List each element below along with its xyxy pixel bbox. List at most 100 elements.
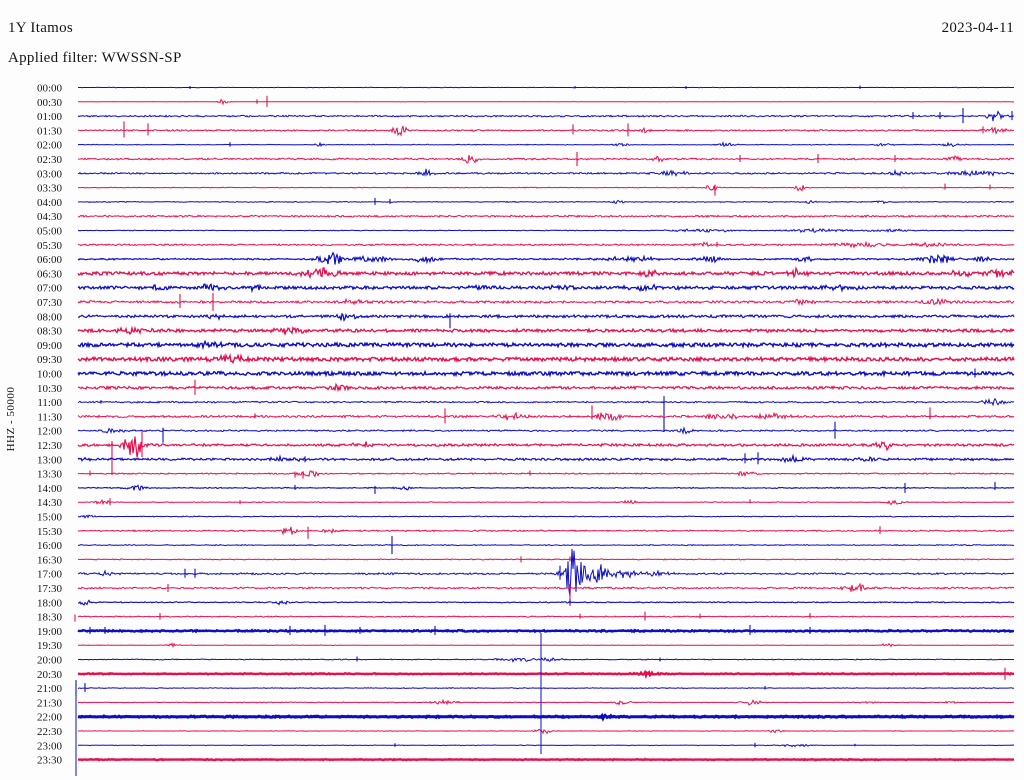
trace-13:30 xyxy=(77,470,1015,478)
time-label-09:00: 09:00 xyxy=(37,340,63,352)
trace-09:30 xyxy=(77,353,1015,364)
time-label-13:00: 13:00 xyxy=(37,454,63,466)
time-label-05:00: 05:00 xyxy=(37,226,63,238)
trace-03:30 xyxy=(78,185,1014,192)
time-label-00:30: 00:30 xyxy=(37,97,63,109)
time-label-19:00: 19:00 xyxy=(37,626,63,638)
trace-05:30 xyxy=(77,240,1015,249)
time-label-14:30: 14:30 xyxy=(37,497,63,509)
time-label-12:00: 12:00 xyxy=(37,426,63,438)
trace-02:00 xyxy=(77,141,1015,148)
time-label-22:00: 22:00 xyxy=(37,712,63,724)
trace-11:00 xyxy=(77,397,1015,407)
trace-16:30 xyxy=(78,558,1015,561)
time-label-21:00: 21:00 xyxy=(37,683,63,695)
trace-11:30 xyxy=(77,411,1015,422)
time-label-04:30: 04:30 xyxy=(37,211,63,223)
trace-15:30 xyxy=(77,526,1015,536)
trace-12:00 xyxy=(77,426,1015,435)
time-label-17:00: 17:00 xyxy=(37,569,63,581)
trace-01:30 xyxy=(77,125,1015,137)
trace-18:30 xyxy=(77,615,1014,618)
trace-03:00 xyxy=(77,168,1015,177)
trace-10:00 xyxy=(77,369,1015,378)
time-label-20:00: 20:00 xyxy=(37,655,63,667)
time-label-10:00: 10:00 xyxy=(37,369,63,381)
time-label-01:00: 01:00 xyxy=(37,111,63,123)
trace-23:00 xyxy=(78,743,1015,748)
time-label-17:30: 17:30 xyxy=(37,583,63,595)
time-label-02:30: 02:30 xyxy=(37,154,63,166)
trace-04:00 xyxy=(77,199,1015,205)
trace-17:30 xyxy=(77,582,1015,592)
time-label-16:00: 16:00 xyxy=(37,540,63,552)
time-label-23:00: 23:00 xyxy=(37,740,63,752)
time-label-16:30: 16:30 xyxy=(37,554,63,566)
applied-filter-label: Applied filter: WWSSN-SP xyxy=(8,50,182,66)
time-label-10:30: 10:30 xyxy=(37,383,63,395)
trace-22:00 xyxy=(77,712,1015,722)
time-label-07:00: 07:00 xyxy=(37,283,63,295)
time-label-07:30: 07:30 xyxy=(37,297,63,309)
time-label-15:30: 15:30 xyxy=(37,526,63,538)
trace-22:30 xyxy=(78,728,1014,735)
trace-16:00 xyxy=(78,543,1015,547)
time-label-21:30: 21:30 xyxy=(37,697,63,709)
trace-00:00 xyxy=(78,86,1014,89)
trace-20:00 xyxy=(78,657,1014,663)
trace-00:30 xyxy=(78,98,1014,106)
trace-17:00 xyxy=(77,548,1015,597)
time-label-22:30: 22:30 xyxy=(37,726,63,738)
trace-08:00 xyxy=(77,312,1015,322)
time-label-06:30: 06:30 xyxy=(37,268,63,280)
trace-04:30 xyxy=(77,214,1015,219)
time-label-00:00: 00:00 xyxy=(37,83,63,95)
trace-07:30 xyxy=(77,297,1015,307)
time-label-15:00: 15:00 xyxy=(37,512,63,524)
time-label-04:00: 04:00 xyxy=(37,197,63,209)
trace-19:30 xyxy=(78,642,1014,649)
trace-15:00 xyxy=(77,514,1015,519)
trace-18:00 xyxy=(78,599,1015,606)
time-label-05:30: 05:30 xyxy=(37,240,63,252)
trace-09:00 xyxy=(77,339,1015,351)
time-label-03:00: 03:00 xyxy=(37,168,63,180)
time-label-20:30: 20:30 xyxy=(37,669,63,681)
trace-13:00 xyxy=(77,453,1015,464)
time-label-19:30: 19:30 xyxy=(37,640,63,652)
trace-14:30 xyxy=(77,498,1014,506)
time-label-02:00: 02:00 xyxy=(37,140,63,152)
trace-10:30 xyxy=(77,382,1015,393)
time-label-14:00: 14:00 xyxy=(37,483,63,495)
station-title: 1Y Itamos xyxy=(8,20,74,36)
trace-02:30 xyxy=(77,154,1015,164)
trace-01:00 xyxy=(77,110,1015,122)
time-label-01:30: 01:30 xyxy=(37,125,63,137)
trace-08:30 xyxy=(77,325,1015,336)
trace-20:30 xyxy=(78,669,1014,679)
time-label-11:30: 11:30 xyxy=(37,411,62,423)
time-label-06:00: 06:00 xyxy=(37,254,63,266)
trace-21:30 xyxy=(77,698,1015,706)
time-label-08:30: 08:30 xyxy=(37,326,63,338)
trace-06:00 xyxy=(77,251,1015,265)
trace-14:00 xyxy=(77,484,1015,492)
trace-21:00 xyxy=(77,687,1015,690)
date-label: 2023-04-11 xyxy=(941,20,1014,36)
time-label-09:30: 09:30 xyxy=(37,354,63,366)
time-label-18:00: 18:00 xyxy=(37,597,63,609)
time-label-08:00: 08:00 xyxy=(37,311,63,323)
time-label-13:30: 13:30 xyxy=(37,469,63,481)
time-label-12:30: 12:30 xyxy=(37,440,63,452)
time-label-11:00: 11:00 xyxy=(37,397,62,409)
time-label-18:30: 18:30 xyxy=(37,612,63,624)
trace-23:30 xyxy=(78,757,1014,762)
trace-06:30 xyxy=(77,266,1015,280)
trace-05:00 xyxy=(77,227,1015,234)
trace-07:00 xyxy=(77,283,1015,294)
trace-19:00 xyxy=(77,628,1015,634)
trace-12:30 xyxy=(77,436,1015,458)
time-label-03:30: 03:30 xyxy=(37,183,63,195)
time-label-23:30: 23:30 xyxy=(37,755,63,767)
